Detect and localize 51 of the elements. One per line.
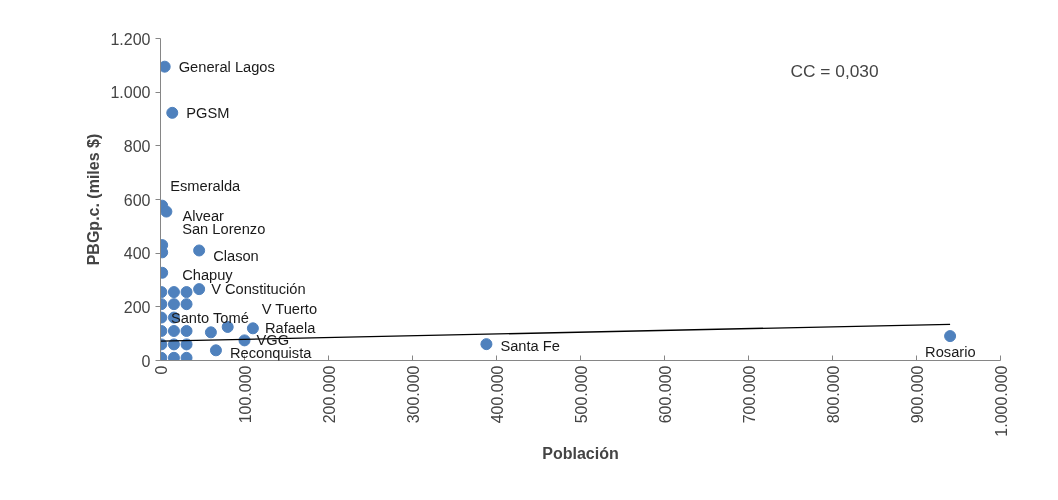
point	[166, 106, 179, 119]
point	[204, 326, 217, 339]
point	[167, 286, 180, 299]
point	[180, 286, 193, 299]
annotation: Reconquista	[229, 345, 313, 362]
y-tick-label: 200	[123, 298, 151, 316]
point	[480, 338, 493, 351]
x-tick-label: 300.000	[404, 365, 422, 424]
annotation: Rosario	[925, 344, 976, 361]
point	[193, 244, 206, 257]
annotation: Chapuy	[182, 266, 234, 283]
x-tick-label: 800.000	[824, 365, 842, 424]
point	[180, 338, 193, 351]
x-tick-label: 0	[152, 365, 170, 375]
x-tick-label: 200.000	[320, 365, 338, 424]
annotation: V Tuerto	[261, 300, 318, 317]
point	[180, 298, 193, 311]
y-tick-label: 1.000	[110, 84, 151, 102]
x-tick-label: 700.000	[740, 365, 758, 424]
annotation: General Lagos	[178, 58, 275, 75]
annotation: Santa Fe	[500, 338, 560, 355]
annotation: Alvear	[182, 207, 225, 224]
point	[180, 351, 193, 361]
y-tick-label: 0	[141, 352, 151, 370]
point	[944, 330, 957, 343]
y-axis-title: PBGp.c. (miles $)	[85, 133, 103, 266]
point	[180, 324, 193, 337]
y-tick-label: 400	[123, 245, 151, 263]
point	[160, 60, 171, 73]
point	[167, 298, 180, 311]
x-tick-label: 900.000	[908, 365, 926, 424]
annotation: San Lorenzo	[182, 221, 266, 238]
point	[167, 324, 180, 337]
y-tick-label: 1.200	[110, 30, 151, 48]
y-tick-label: 600	[123, 191, 151, 209]
point	[160, 205, 173, 218]
annotation: PGSM	[186, 104, 230, 121]
point	[209, 344, 222, 357]
annotation: CC = 0,030	[790, 60, 879, 81]
x-axis-title: Población	[542, 444, 619, 462]
x-tick-label: 500.000	[572, 365, 590, 424]
point	[193, 283, 206, 296]
point	[246, 322, 259, 335]
x-tick-label: 1.000.000	[992, 365, 1010, 437]
x-tick-label: 100.000	[236, 365, 254, 424]
x-tick-label: 400.000	[488, 365, 506, 424]
annotation: Esmeralda	[170, 177, 242, 194]
point	[167, 351, 180, 361]
y-tick-label: 800	[123, 137, 151, 155]
annotation: Clason	[213, 248, 259, 265]
x-tick-label: 600.000	[656, 365, 674, 424]
